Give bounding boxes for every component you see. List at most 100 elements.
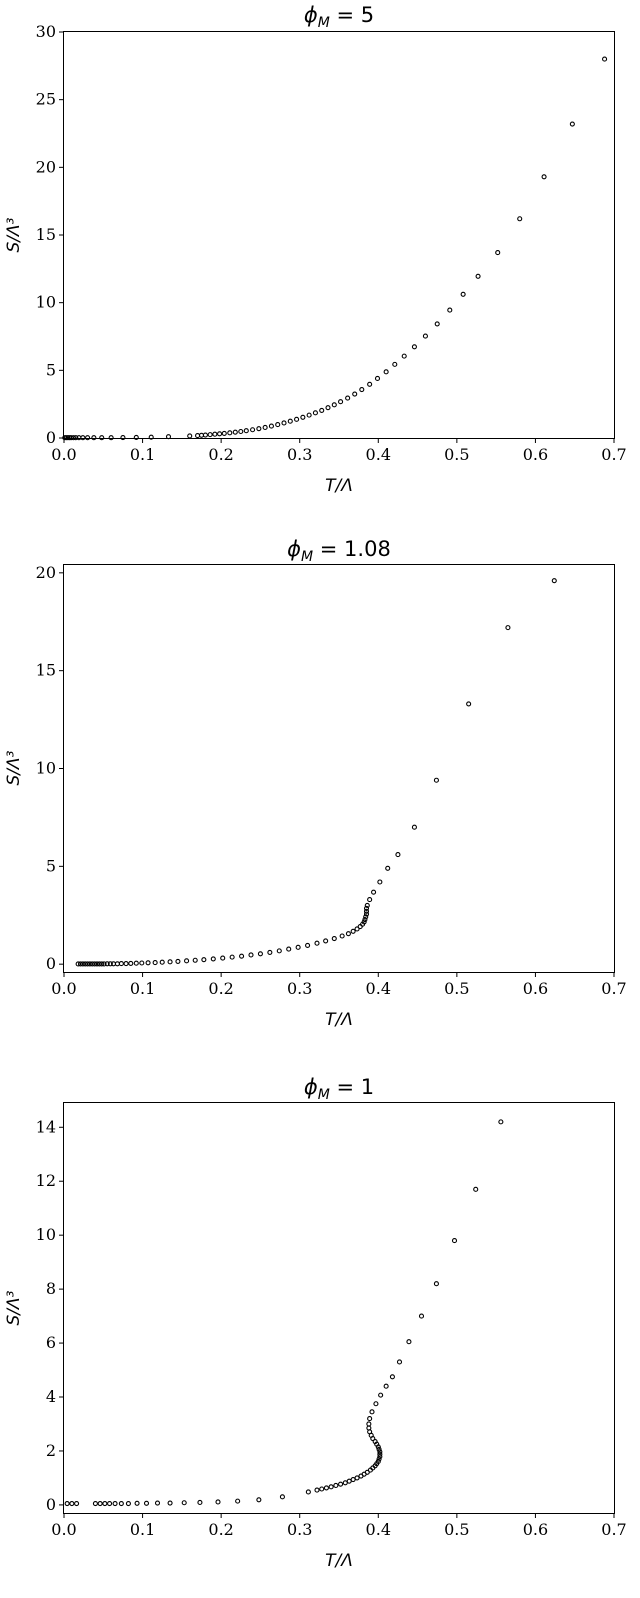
data-point: [339, 933, 345, 939]
x-tick-label: 0.0: [51, 1520, 76, 1539]
x-tick-label: 0.0: [51, 979, 76, 998]
data-point: [102, 1501, 108, 1507]
data-point: [367, 1416, 373, 1422]
data-point: [184, 958, 190, 964]
data-point: [434, 321, 440, 327]
data-point: [99, 435, 105, 441]
data-point: [473, 1186, 479, 1192]
data-point: [314, 940, 320, 946]
data-point: [451, 1238, 458, 1244]
data-point: [64, 1501, 70, 1507]
x-tick-label: 0.3: [287, 445, 312, 464]
title-value: = 1.08: [313, 537, 391, 561]
data-point: [389, 1374, 395, 1380]
data-point: [139, 960, 145, 966]
x-tick-label: 0.6: [523, 445, 548, 464]
data-point: [99, 961, 105, 967]
data-point: [267, 949, 273, 955]
data-point: [378, 1392, 384, 1398]
data-point: [145, 960, 151, 966]
data-point: [345, 395, 351, 401]
data-point: [376, 1446, 382, 1452]
data-point: [101, 961, 107, 967]
data-point: [227, 430, 233, 436]
y-tick-label: 10: [36, 759, 56, 778]
data-point: [331, 402, 337, 408]
x-tick-label: 0.7: [601, 979, 626, 998]
data-point: [385, 865, 391, 871]
y-tick-label: 0: [46, 1495, 56, 1514]
data-point: [243, 428, 249, 434]
data-point: [325, 405, 331, 411]
data-point: [314, 1487, 320, 1493]
data-point: [323, 938, 329, 944]
panel-title: ϕM = 1.08: [287, 537, 391, 565]
plot-frame: [63, 564, 615, 973]
y-tick-label: 4: [46, 1387, 56, 1406]
y-tick-label: 10: [36, 293, 56, 312]
data-points: [62, 56, 608, 441]
data-point: [433, 777, 439, 783]
y-tick-label: 15: [36, 661, 56, 680]
data-point: [319, 1486, 325, 1492]
data-point: [217, 431, 223, 437]
data-point: [118, 1501, 124, 1507]
data-point: [133, 960, 139, 966]
data-point: [108, 435, 114, 441]
panel-phi1.08: ϕM = 1.08 0.0 0.1 0.2 0.3 0.4 0.5 0.6 0.7 0 5 10 1…: [4, 537, 627, 1030]
x-axis-label: T/Λ: [325, 476, 353, 496]
data-point: [411, 344, 417, 350]
data-point: [256, 1497, 262, 1503]
x-tick-label: 0.7: [601, 445, 626, 464]
y-tick-label: 12: [36, 1171, 56, 1190]
data-point: [312, 410, 318, 416]
data-point: [395, 852, 401, 858]
y-tick-label: 5: [46, 856, 56, 875]
data-point: [377, 1454, 383, 1460]
y-tick-label: 20: [36, 157, 56, 176]
data-point: [70, 435, 76, 441]
data-point: [87, 961, 93, 967]
y-tick-label: 6: [46, 1333, 56, 1352]
data-point: [367, 381, 373, 387]
data-point: [262, 424, 268, 430]
data-point: [197, 1499, 203, 1506]
data-point: [82, 961, 88, 967]
title-symbol: ϕ: [304, 1075, 318, 1099]
y-tick-label: 15: [36, 225, 56, 244]
title-value: = 5: [330, 3, 374, 27]
data-point: [305, 1489, 311, 1495]
data-point: [374, 375, 381, 382]
data-point: [422, 333, 428, 339]
data-point: [165, 434, 172, 440]
data-point: [305, 942, 311, 948]
panel-phi5: ϕM = 5 0.0 0.1 0.2 0.3 0.4 0.5 0.6 0.7 0 5 10 15 20…: [4, 3, 627, 496]
y-tick-label: 0: [46, 954, 56, 973]
data-point: [275, 422, 281, 428]
x-tick-label: 0.5: [444, 1520, 469, 1539]
x-tick-label: 0.1: [130, 979, 155, 998]
y-tick-label: 30: [36, 22, 56, 41]
data-point: [279, 1494, 285, 1500]
data-point: [220, 955, 226, 961]
x-tick-label: 0.4: [366, 445, 391, 464]
x-axis-label: T/Λ: [325, 1551, 353, 1571]
data-point: [276, 948, 282, 954]
data-point: [281, 420, 287, 426]
data-point: [94, 961, 100, 967]
data-point: [89, 961, 95, 967]
y-tick-label: 20: [36, 563, 56, 582]
data-point: [286, 946, 292, 952]
x-tick-label: 0.2: [208, 1520, 233, 1539]
data-point: [418, 1313, 425, 1319]
data-point: [406, 1339, 412, 1345]
data-point: [148, 434, 154, 440]
x-tick-label: 0.5: [444, 979, 469, 998]
data-point: [333, 1482, 339, 1489]
data-point: [68, 435, 74, 441]
data-point: [192, 957, 198, 963]
data-point: [134, 1500, 140, 1506]
data-point: [96, 961, 102, 967]
title-subscript: M: [318, 15, 330, 31]
data-point: [232, 429, 238, 435]
